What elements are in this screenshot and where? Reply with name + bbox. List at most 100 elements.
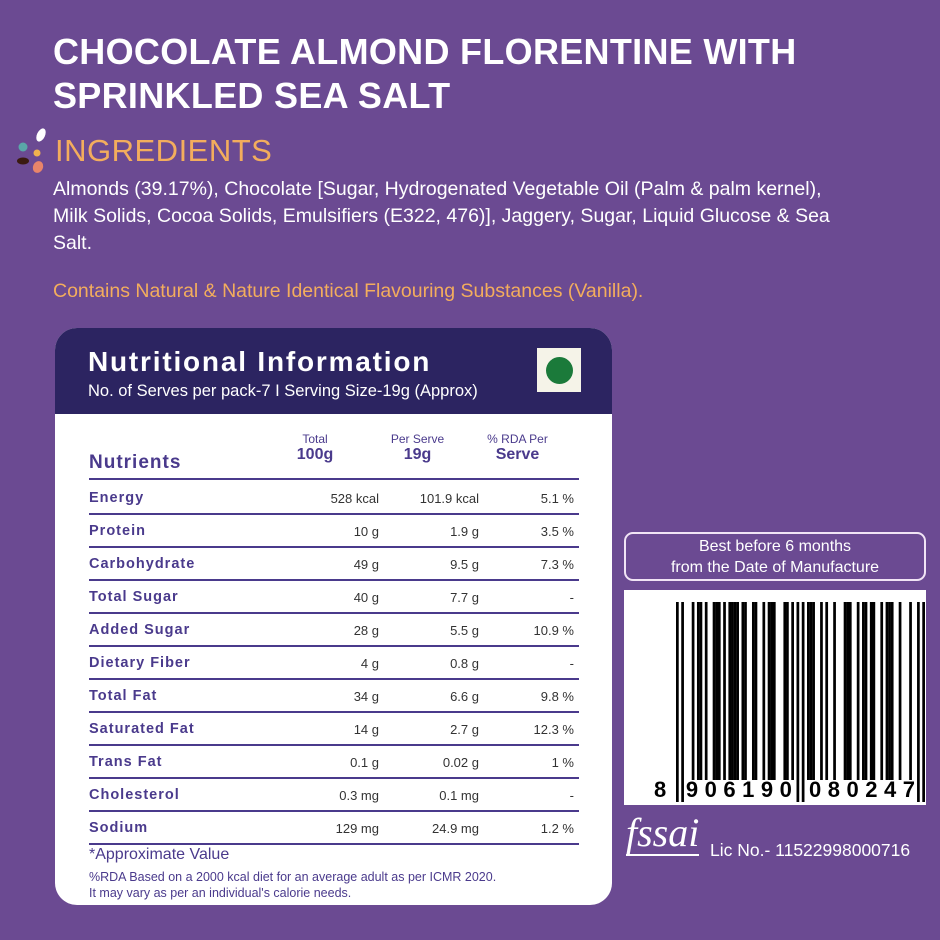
total-column-header: Total 100g: [296, 432, 334, 463]
barcode-bar: [728, 602, 732, 780]
table-row: Added Sugar 28 g 5.5 g 10.9 %: [89, 613, 579, 646]
barcode-bar: [733, 602, 737, 780]
veg-mark-icon: [537, 348, 581, 392]
barcode-bar: [809, 602, 813, 780]
total-value: 14 g: [353, 722, 379, 737]
total-value: 0.3 mg: [339, 788, 379, 803]
barcode-bar: [736, 602, 739, 780]
nutrition-table: Nutritional Information No. of Serves pe…: [55, 328, 612, 905]
divider: [89, 678, 579, 680]
barcode-bar: [712, 602, 716, 780]
barcode-bar: [754, 602, 758, 780]
rda-value: 1.2 %: [540, 821, 574, 836]
title-line: CHOCOLATE ALMOND FLORENTINE WITH: [53, 31, 797, 72]
table-row: Carbohydrate 49 g 9.5 g 7.3 %: [89, 547, 579, 580]
divider: [89, 777, 579, 779]
nutrition-header: Nutritional Information No. of Serves pe…: [55, 328, 612, 414]
barcode-bar: [812, 602, 815, 780]
barcode-bar: [843, 602, 847, 780]
table-row: Energy 528 kcal 101.9 kcal 5.1 %: [89, 481, 579, 514]
divider: [89, 513, 579, 515]
divider: [89, 546, 579, 548]
barcode: 8 906190 080247: [624, 590, 926, 805]
per-serve-column-header: Per Serve 19g: [390, 432, 445, 463]
flavouring-note: Contains Natural & Nature Identical Flav…: [53, 280, 644, 302]
per-serve-value: 24.9 mg: [432, 821, 479, 836]
rda-value: 3.5 %: [540, 524, 574, 539]
best-before-box: Best before 6 months from the Date of Man…: [624, 532, 926, 581]
nutrient-name: Energy: [89, 490, 145, 506]
per-serve-value: 6.6 g: [450, 689, 479, 704]
divider: [89, 478, 579, 480]
barcode-bar: [696, 602, 700, 780]
barcode-bar: [872, 602, 876, 780]
barcode-bar: [791, 602, 794, 780]
barcode-bar: [848, 602, 852, 780]
divider: [89, 711, 579, 713]
nutrition-title: Nutritional Information: [88, 346, 432, 377]
barcode-bar: [691, 602, 695, 780]
total-value: 34 g: [353, 689, 379, 704]
barcode-bar: [801, 602, 805, 802]
per-serve-value: 2.7 g: [450, 722, 479, 737]
barcode-bar: [704, 602, 708, 780]
total-value: 528 kcal: [330, 491, 379, 506]
barcode-bar: [909, 602, 912, 780]
table-row: Dietary Fiber 4 g 0.8 g -: [89, 646, 579, 679]
total-value: 0.1 g: [350, 755, 379, 770]
barcode-bar: [869, 602, 873, 780]
footnote-text: %RDA Based on a 2000 kcal diet for an av…: [89, 870, 497, 900]
divider: [89, 612, 579, 614]
barcode-bar: [767, 602, 771, 780]
table-row: Total Sugar 40 g 7.7 g -: [89, 580, 579, 613]
barcode-bar: [681, 602, 684, 802]
table-row: Sodium 129 mg 24.9 mg 1.2 %: [89, 811, 579, 844]
nutrient-name: Trans Fat: [89, 754, 163, 770]
barcode-bar: [762, 602, 766, 780]
per-serve-value: 0.02 g: [442, 755, 479, 770]
rda-value: -: [569, 656, 574, 671]
colored-dots-icon: [17, 128, 46, 173]
per-serve-value: 0.8 g: [450, 656, 479, 671]
barcode-bar: [796, 602, 800, 802]
ingredients-text: Almonds (39.17%), Chocolate [Sugar, Hydr…: [53, 178, 830, 254]
barcode-bar: [786, 602, 789, 780]
barcode-bar: [741, 602, 745, 780]
nutrient-name: Dietary Fiber: [89, 655, 191, 671]
barcode-bar: [917, 602, 920, 802]
per-serve-value: 1.9 g: [450, 524, 479, 539]
nutrient-name: Protein: [89, 523, 146, 539]
table-row: Trans Fat 0.1 g 0.02 g 1 %: [89, 745, 579, 778]
nutrients-column-header: Nutrients: [89, 452, 182, 473]
rda-value: 9.8 %: [540, 689, 574, 704]
footnote-title: *Approximate Value: [89, 846, 230, 863]
total-value: 4 g: [360, 656, 379, 671]
rda-column-header: % RDA Per Serve: [487, 432, 548, 463]
barcode-bar: [825, 602, 829, 780]
barcode-digit: 8: [654, 777, 666, 802]
rda-value: 7.3 %: [540, 557, 574, 572]
per-serve-value: 101.9 kcal: [419, 491, 479, 506]
table-row: Protein 10 g 1.9 g 3.5 %: [89, 514, 579, 547]
table-row: Saturated Fat 14 g 2.7 g 12.3 %: [89, 712, 579, 745]
barcode-bar: [888, 602, 891, 780]
barcode-bar: [890, 602, 894, 780]
barcode-bar: [864, 602, 868, 780]
rda-value: 5.1 %: [540, 491, 574, 506]
barcode-bar: [807, 602, 810, 780]
total-value: 129 mg: [335, 821, 379, 836]
serving-info: No. of Serves per pack-7 I Serving Size-…: [88, 382, 478, 400]
nutrient-name: Carbohydrate: [89, 556, 196, 572]
barcode-bar: [898, 602, 902, 780]
divider: [89, 579, 579, 581]
barcode-bar: [770, 602, 774, 780]
barcode-bar: [744, 602, 747, 780]
title-line: SPRINKLED SEA SALT: [53, 75, 451, 116]
rda-value: -: [569, 590, 574, 605]
barcode-bar: [731, 602, 734, 780]
barcode-bar: [856, 602, 860, 780]
total-value: 40 g: [353, 590, 379, 605]
product-title: CHOCOLATE ALMOND FLORENTINE WITH SPRINKLE…: [53, 30, 797, 118]
barcode-bar: [922, 602, 925, 802]
barcode-bar: [885, 602, 889, 780]
